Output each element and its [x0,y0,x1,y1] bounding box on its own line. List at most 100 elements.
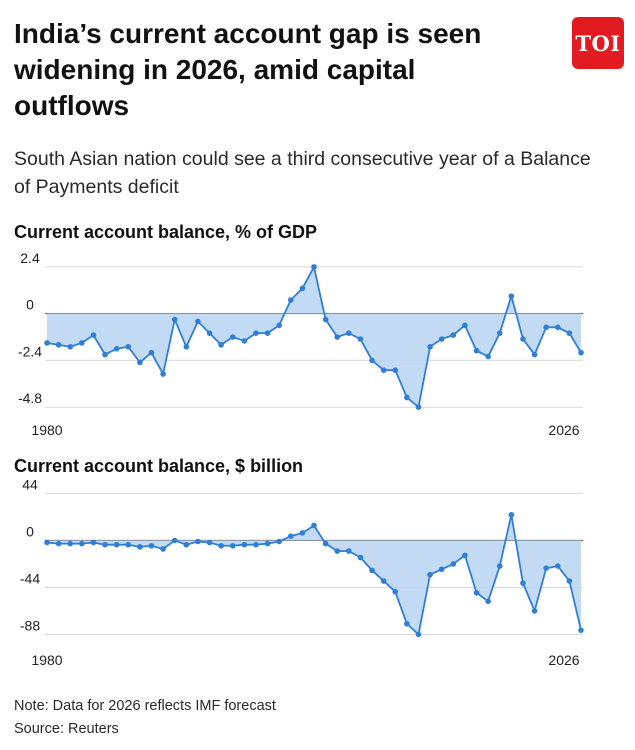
data-point[interactable] [496,563,503,569]
data-point[interactable] [299,285,306,292]
data-point[interactable] [183,541,190,548]
data-point[interactable] [438,336,445,342]
data-point[interactable] [369,567,375,574]
data-point[interactable] [473,589,480,596]
data-point[interactable] [473,347,480,354]
data-point[interactable] [427,571,433,578]
source-line: Source: Reuters [14,721,119,737]
data-point[interactable] [241,338,248,344]
data-point[interactable] [148,542,155,549]
data-point[interactable] [102,351,108,358]
data-point[interactable] [55,342,62,348]
data-point[interactable] [67,540,74,547]
data-point[interactable] [531,608,538,614]
data-point[interactable] [90,539,97,546]
data-point[interactable] [113,345,120,352]
data-point[interactable] [90,332,97,338]
data-point[interactable] [264,330,271,336]
data-point[interactable] [113,541,120,548]
data-point[interactable] [253,330,259,336]
data-point[interactable] [183,343,190,350]
data-point[interactable] [346,548,352,554]
data-point[interactable] [566,578,573,584]
data-point[interactable] [160,546,166,552]
data-point[interactable] [195,538,201,545]
data-point[interactable] [299,530,306,536]
data-point[interactable] [380,367,387,373]
data-point[interactable] [357,554,364,561]
data-point[interactable] [438,566,445,573]
data-point[interactable] [102,541,108,548]
data-point[interactable] [206,539,213,546]
data-point[interactable] [137,359,143,366]
data-point[interactable] [229,542,236,549]
data-point[interactable] [450,332,457,338]
data-point[interactable] [531,351,538,358]
data-point[interactable] [415,404,422,411]
data-point[interactable] [578,627,584,633]
data-point[interactable] [276,322,282,329]
data-point[interactable] [55,540,62,547]
data-point[interactable] [543,324,549,331]
data-point[interactable] [334,334,341,340]
data-point[interactable] [427,343,433,350]
data-point[interactable] [125,541,132,548]
data-point[interactable] [44,340,50,346]
data-point[interactable] [241,541,248,548]
data-point[interactable] [287,297,294,303]
data-point[interactable] [148,349,155,356]
data-point[interactable] [554,563,561,569]
data-point[interactable] [67,343,74,350]
data-point[interactable] [404,620,410,627]
data-point[interactable] [218,342,224,348]
data-point[interactable] [44,539,50,546]
data-point[interactable] [566,330,573,336]
data-point[interactable] [485,598,491,605]
data-point[interactable] [415,631,422,638]
data-point[interactable] [137,544,143,550]
data-point[interactable] [369,357,375,364]
y-tick-label: 44 [22,476,38,492]
data-point[interactable] [160,371,166,377]
data-point[interactable] [264,540,271,547]
chart-1-title: Current account balance, % of GDP [14,222,318,242]
data-point[interactable] [346,330,352,336]
data-point[interactable] [520,336,526,342]
data-point[interactable] [311,264,317,270]
data-point[interactable] [404,394,410,401]
data-point[interactable] [357,336,364,342]
data-point[interactable] [508,293,515,299]
data-point[interactable] [450,561,457,567]
data-point[interactable] [380,578,387,584]
data-point[interactable] [79,540,85,547]
data-point[interactable] [520,580,526,586]
data-point[interactable] [171,316,178,323]
data-point[interactable] [206,330,213,336]
data-point[interactable] [485,353,491,360]
data-point[interactable] [392,588,399,595]
data-point[interactable] [496,330,503,336]
data-point[interactable] [554,324,561,331]
data-point[interactable] [287,533,294,539]
data-point[interactable] [125,343,132,350]
data-point[interactable] [171,537,178,544]
headline: India’s current account gap is seen wide… [14,18,482,121]
data-point[interactable] [322,540,329,547]
toi-logo[interactable]: TOI [572,17,624,69]
data-point[interactable] [322,316,329,323]
data-point[interactable] [276,538,282,545]
data-point[interactable] [462,322,468,329]
data-point[interactable] [195,318,201,325]
data-point[interactable] [218,542,224,549]
data-point[interactable] [508,511,515,518]
data-point[interactable] [543,565,549,572]
data-point[interactable] [229,334,236,340]
footnote: Note: Data for 2026 reflects IMF forecas… [14,698,276,714]
data-point[interactable] [253,541,259,548]
data-point[interactable] [311,522,317,529]
data-point[interactable] [578,349,584,356]
data-point[interactable] [462,552,468,559]
data-point[interactable] [79,340,85,346]
data-point[interactable] [392,367,399,373]
data-point[interactable] [334,548,341,554]
